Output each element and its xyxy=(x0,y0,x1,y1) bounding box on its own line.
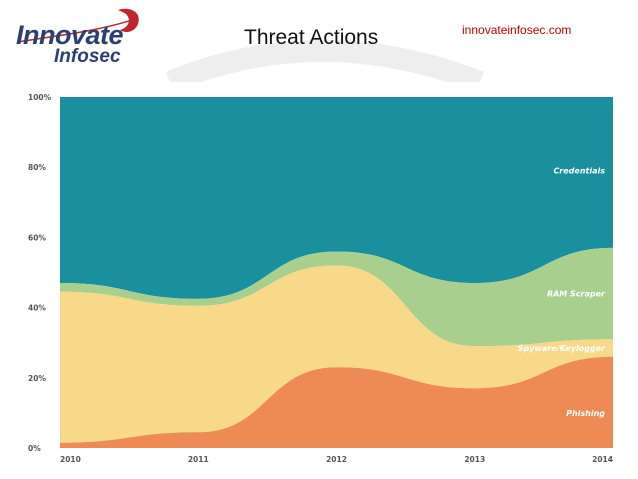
threat-actions-chart: 0% 20% 40% 60% 80% 100% 2010 2011 2012 2013 2014 Ph… xyxy=(28,93,613,464)
area-layer xyxy=(60,97,613,448)
series-label-phishing: Phishing xyxy=(566,409,605,418)
logo-swoosh-icon xyxy=(17,8,139,43)
x-tick-label: 2014 xyxy=(592,455,613,464)
label-layer: 0% 20% 40% 60% 80% 100% 2010 2011 2012 2013 2014 Ph… xyxy=(28,93,613,464)
y-tick-label: 60% xyxy=(28,233,46,242)
logo-text-innovate: Innovate xyxy=(16,20,124,50)
background-swirl xyxy=(165,40,484,82)
y-tick-label: 80% xyxy=(28,163,46,172)
y-tick-label: 0% xyxy=(28,444,41,453)
x-tick-label: 2011 xyxy=(188,455,209,464)
y-tick-label: 40% xyxy=(28,304,46,313)
website-link[interactable]: innovateinfosec.com xyxy=(462,23,572,37)
y-tick-label: 20% xyxy=(28,374,46,383)
series-area-ram-scraper xyxy=(60,247,613,347)
logo-text-infosec: Infosec xyxy=(54,46,121,67)
series-label-credentials: Credentials xyxy=(553,167,605,176)
x-tick-label: 2012 xyxy=(326,455,347,464)
series-label-ram-scraper: RAM Scraper xyxy=(547,290,606,299)
slide-title: Threat Actions xyxy=(244,26,379,49)
series-area-spyware-keylogger xyxy=(60,265,613,443)
y-tick-label: 100% xyxy=(28,93,52,102)
series-area-phishing xyxy=(60,356,613,448)
company-logo: Innovate Infosec xyxy=(14,6,144,72)
slide-header: Innovate Infosec Threat Actions innovate… xyxy=(0,0,638,82)
x-tick-label: 2010 xyxy=(60,455,81,464)
series-label-spyware-keylogger: Spyware/Keylogger xyxy=(518,344,606,353)
x-tick-label: 2013 xyxy=(464,455,485,464)
series-area-credentials xyxy=(60,97,613,299)
